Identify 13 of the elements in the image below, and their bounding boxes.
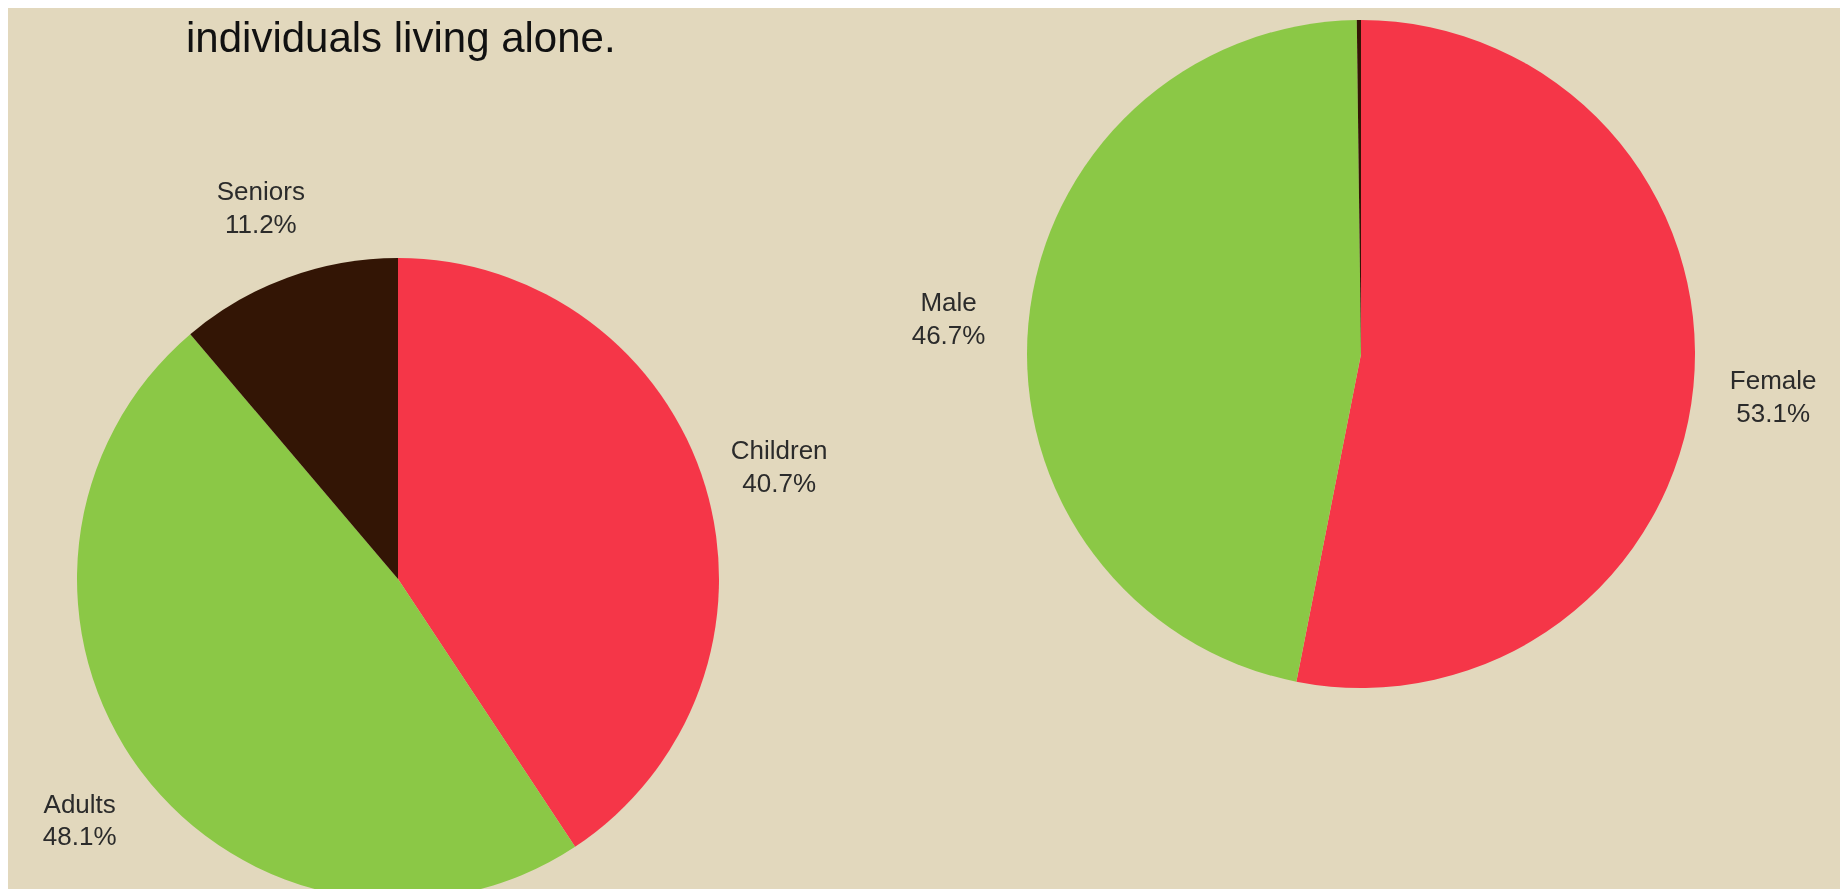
slice-label: Seniors bbox=[216, 176, 305, 207]
data-label: 46.7% bbox=[911, 319, 986, 350]
data-label: 11.2% bbox=[224, 208, 297, 239]
data-label: 53.1% bbox=[1736, 397, 1811, 428]
data-label: 48.1% bbox=[42, 821, 117, 852]
slice-label: Male bbox=[920, 287, 977, 318]
slice-label: Adults bbox=[43, 788, 116, 819]
data-label: 40.7% bbox=[742, 467, 817, 498]
slice-label: Children bbox=[730, 435, 828, 466]
chart-title: individuals living alone. bbox=[186, 14, 616, 61]
pie-slice bbox=[1027, 20, 1361, 682]
pie-slice bbox=[1296, 20, 1695, 688]
slice-label: Female bbox=[1729, 365, 1817, 396]
